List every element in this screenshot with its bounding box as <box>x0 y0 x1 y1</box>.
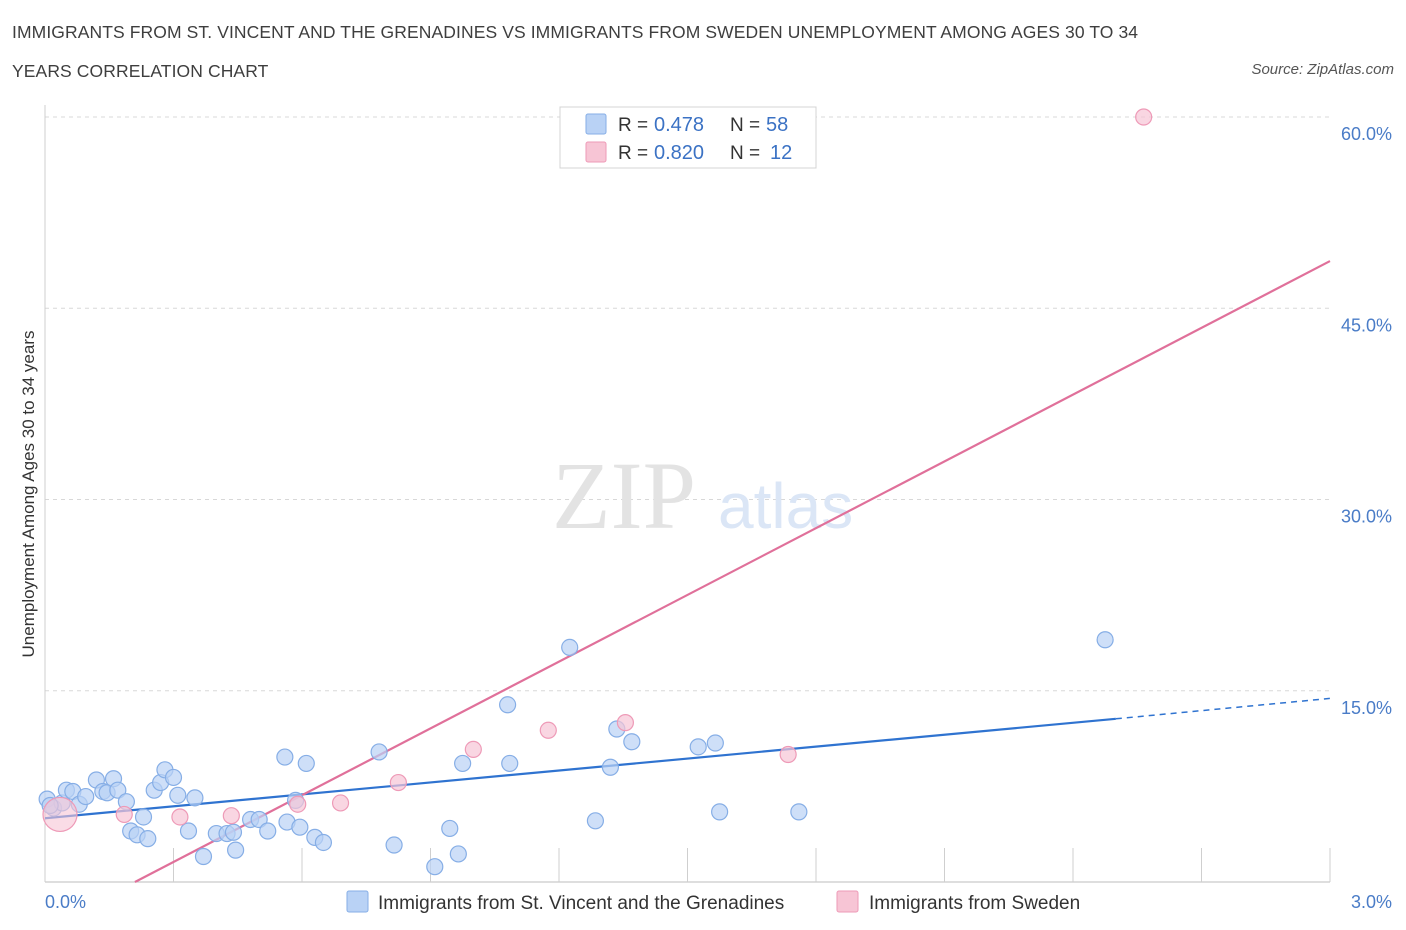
chart-title-line-2: YEARS CORRELATION CHART <box>12 61 269 81</box>
legend-r-value-2: 0.820 <box>654 142 704 164</box>
data-points <box>38 108 1153 876</box>
data-point-series1 <box>186 789 204 807</box>
data-point-series1 <box>227 841 245 859</box>
trend-line-series2 <box>134 260 1331 883</box>
data-point-series1 <box>314 833 333 852</box>
data-point-series1 <box>441 819 459 838</box>
y-axis-label: Unemployment Among Ages 30 to 34 years <box>19 331 38 658</box>
axes: 15.0% 30.0% 45.0% 60.0% 0.0% 3.0% <box>44 105 1392 912</box>
data-point-series1 <box>109 781 127 799</box>
data-point-series1 <box>169 786 187 804</box>
data-point-series2 <box>1135 108 1153 126</box>
data-point-series1 <box>291 818 309 836</box>
data-point-series1 <box>164 768 183 787</box>
data-point-series1 <box>77 787 95 806</box>
data-point-series1 <box>370 743 388 761</box>
data-point-series1 <box>139 830 157 848</box>
legend-n-label-1: N = <box>730 115 760 136</box>
bottom-legend-swatch-series2 <box>836 890 859 913</box>
x-tick-label: 0.0% <box>45 892 86 912</box>
data-point-series1 <box>250 810 268 829</box>
data-point-series1 <box>179 822 198 840</box>
data-point-series1 <box>561 638 579 657</box>
legend-r-label-1: R = <box>618 115 648 136</box>
data-point-series1 <box>276 748 294 766</box>
correlation-legend: R = 0.478 N = 58 R = 0.820 N = 12 <box>559 106 817 169</box>
legend-n-label-2: N = <box>730 143 760 164</box>
legend-swatch-series1 <box>585 113 607 135</box>
bottom-legend-label-series2: Immigrants from Sweden <box>869 893 1080 914</box>
y-tick-label: 60.0% <box>1341 124 1392 144</box>
data-point-series1 <box>499 696 517 714</box>
legend-swatch-series2 <box>585 141 607 163</box>
data-point-series1 <box>134 808 153 826</box>
data-point-series1 <box>706 734 724 752</box>
data-point-series1 <box>454 754 472 773</box>
data-point-series2 <box>289 795 307 813</box>
grid-lines <box>45 116 1330 692</box>
data-point-series1 <box>586 812 605 830</box>
chart-title-line-1: IMMIGRANTS FROM ST. VINCENT AND THE GREN… <box>12 22 1139 42</box>
legend-n-value-1: 58 <box>766 114 788 136</box>
data-point-series2 <box>389 773 407 792</box>
y-tick-label: 30.0% <box>1341 507 1392 527</box>
bottom-legend-label-series1: Immigrants from St. Vincent and the Gren… <box>378 893 784 914</box>
legend-r-value-1: 0.478 <box>654 114 704 136</box>
trend-lines <box>44 260 1331 883</box>
data-point-series1 <box>711 803 729 821</box>
series-legend: Immigrants from St. Vincent and the Gren… <box>346 890 1080 914</box>
data-point-series2 <box>171 808 189 826</box>
data-point-series1 <box>501 754 519 773</box>
data-point-series2 <box>616 714 634 732</box>
data-point-series1 <box>259 822 277 840</box>
y-tick-label: 45.0% <box>1341 315 1392 335</box>
watermark-zip: ZIP <box>552 442 696 549</box>
data-point-series2 <box>115 805 133 824</box>
x-tick-label: 3.0% <box>1351 892 1392 912</box>
legend-r-label-2: R = <box>618 143 648 164</box>
data-point-series2 <box>539 721 557 739</box>
data-point-series1 <box>1096 631 1114 649</box>
bottom-legend-swatch-series1 <box>346 890 369 913</box>
watermark: ZIP atlas <box>552 442 853 549</box>
data-point-series1 <box>385 836 403 854</box>
trend-line-series1 <box>44 717 1116 820</box>
data-point-series2 <box>42 796 78 833</box>
data-point-series1 <box>790 803 808 821</box>
data-point-series2 <box>779 745 797 764</box>
legend-n-value-2: 12 <box>770 142 792 164</box>
data-point-series2 <box>222 807 240 825</box>
data-point-series1 <box>689 738 707 756</box>
y-tick-label: 15.0% <box>1341 698 1392 718</box>
source-credit: Source: ZipAtlas.com <box>1251 61 1394 78</box>
data-point-series1 <box>623 733 641 751</box>
data-point-series1 <box>601 758 620 776</box>
data-point-series1 <box>194 847 213 866</box>
data-point-series1 <box>426 858 444 876</box>
data-point-series2 <box>464 740 482 759</box>
data-point-series2 <box>331 794 350 812</box>
data-point-series1 <box>224 823 243 841</box>
data-point-series1 <box>449 845 467 863</box>
watermark-atlas: atlas <box>718 470 853 542</box>
data-point-series1 <box>297 754 315 773</box>
trend-line-series1-extension <box>1115 697 1331 720</box>
